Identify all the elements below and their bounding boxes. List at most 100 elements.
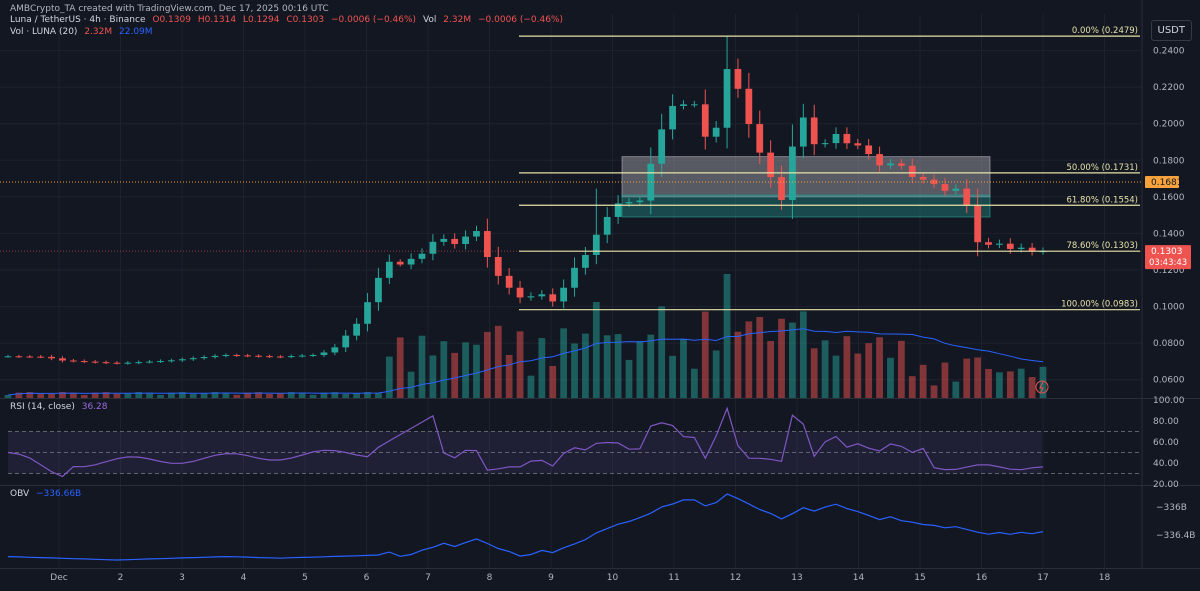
candle-body xyxy=(276,356,284,358)
volume-bar xyxy=(680,338,687,398)
rsi-value: 36.28 xyxy=(81,402,108,412)
vol-label: Vol xyxy=(422,15,437,25)
rsi-tick-label: 80.00 xyxy=(1153,417,1179,427)
volume-bar xyxy=(1028,377,1036,398)
fib-label: 50.00% (0.1731) xyxy=(1067,163,1139,173)
candle-body xyxy=(396,261,404,265)
price-tick-label: 0.2000 xyxy=(1153,120,1185,130)
candle-body xyxy=(233,355,241,357)
time-tick-label: 9 xyxy=(548,573,554,583)
volume-bar xyxy=(375,392,382,398)
candle-body xyxy=(974,205,982,243)
vol-value: 2.32M xyxy=(443,15,472,25)
price-tick-label: 0.0600 xyxy=(1153,376,1185,386)
volume-bar xyxy=(745,321,753,398)
volume-bar xyxy=(244,392,252,398)
volume-bar xyxy=(80,394,88,398)
time-tick-label: 4 xyxy=(241,573,247,583)
volume-legend: Vol · LUNA (20) 2.32M 22.09M xyxy=(10,27,157,38)
volume-bar xyxy=(505,354,513,398)
price-tick-label: 0.1600 xyxy=(1153,193,1185,203)
candle-body xyxy=(908,165,916,177)
fib-label: 100.00% (0.0983) xyxy=(1061,300,1138,310)
volume-bar xyxy=(364,392,371,398)
volume-bar xyxy=(135,392,143,398)
fib-label: 0.00% (0.2479) xyxy=(1072,26,1138,36)
volume-bar xyxy=(222,392,230,398)
candle-body xyxy=(375,277,382,303)
volume-bar xyxy=(952,381,960,398)
candle-body xyxy=(549,294,557,302)
candle-body xyxy=(647,163,655,201)
obv-label[interactable]: OBV xyxy=(10,489,30,499)
candle-body xyxy=(462,236,469,245)
price-tick-label: 0.2200 xyxy=(1153,83,1185,93)
volume-bar xyxy=(908,376,916,398)
volume-bar xyxy=(647,334,655,398)
time-tick-label: 16 xyxy=(976,573,988,583)
vol-change: −0.0006 (−0.46%) xyxy=(477,15,564,25)
volume-ma-line xyxy=(7,328,1044,396)
volume-bar xyxy=(527,375,535,398)
candle-body xyxy=(865,145,873,155)
candle-body xyxy=(69,360,77,362)
candle-body xyxy=(527,296,535,298)
candle-body xyxy=(287,356,295,358)
candle-body xyxy=(178,359,186,361)
volume-bar xyxy=(582,333,589,398)
candle-body xyxy=(309,355,317,357)
candle-body xyxy=(963,188,971,206)
candle-body xyxy=(211,355,219,358)
candle-body xyxy=(516,287,524,298)
candle-body xyxy=(778,177,785,200)
candle-body xyxy=(538,294,546,297)
volume-bar xyxy=(876,337,883,398)
currency-button[interactable]: USDT xyxy=(1150,20,1192,41)
candle-body xyxy=(843,133,851,144)
volume-bar xyxy=(69,392,77,398)
candle-body xyxy=(571,267,578,288)
vol-b: 22.09M xyxy=(119,27,153,37)
candle-body xyxy=(222,355,230,357)
credit-line: AMBCrypto_TA created with TradingView.co… xyxy=(10,4,333,15)
volume-bar xyxy=(473,344,480,398)
obv-value: −336.66B xyxy=(36,489,82,499)
volume-bar xyxy=(233,394,241,398)
candle-body xyxy=(353,323,361,336)
candle-body xyxy=(451,238,459,245)
rsi-line xyxy=(7,406,1044,478)
volume-bar xyxy=(832,355,840,398)
time-tick-label: 15 xyxy=(914,573,925,583)
candle-body xyxy=(483,231,491,258)
volume-bar xyxy=(897,340,905,398)
rsi-tick-label: 100.00 xyxy=(1153,396,1185,406)
price-tick-label: 0.1000 xyxy=(1153,303,1185,313)
volume-bar xyxy=(331,392,339,398)
volume-bar xyxy=(266,393,273,398)
rsi-tick-label: 20.00 xyxy=(1153,480,1179,490)
candle-body xyxy=(897,163,905,166)
candle-body xyxy=(364,302,371,324)
volume-bar xyxy=(669,355,676,398)
candle-body xyxy=(255,355,262,357)
candle-body xyxy=(985,242,992,245)
candle-body xyxy=(876,154,883,166)
candle-body xyxy=(168,360,175,362)
volume-bar xyxy=(625,359,633,398)
price-tick-label: 0.1800 xyxy=(1153,156,1185,166)
fib-layer: 0.00% (0.2479) 50.00% (0.1731) 61.80% (0.1… xyxy=(0,26,1142,311)
candle-body xyxy=(854,143,862,146)
candle-body xyxy=(712,127,720,137)
candle-body xyxy=(1006,243,1014,249)
vol-a: 2.32M xyxy=(84,27,113,37)
fib-label: 78.60% (0.1303) xyxy=(1067,241,1139,251)
vol-indicator-name[interactable]: Vol · LUNA (20) xyxy=(10,27,78,37)
volume-bar xyxy=(985,368,992,398)
candle-body xyxy=(821,143,829,145)
volume-bar xyxy=(571,343,578,398)
symbol-title[interactable]: Luna / TetherUS · 4h · Binance xyxy=(10,15,146,25)
candle-body xyxy=(930,179,938,185)
rsi-label[interactable]: RSI (14, close) xyxy=(10,402,75,412)
volume-bar xyxy=(941,362,949,398)
